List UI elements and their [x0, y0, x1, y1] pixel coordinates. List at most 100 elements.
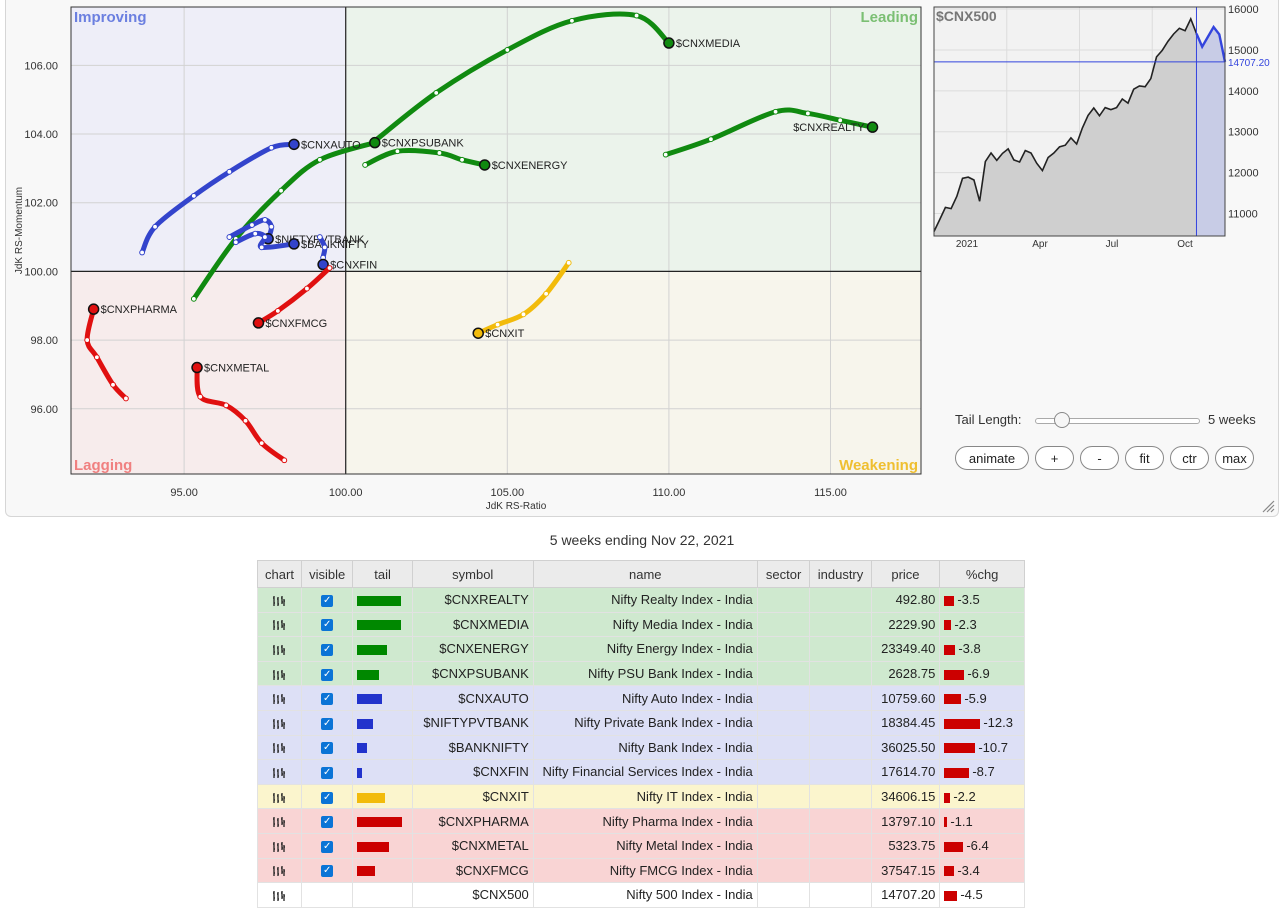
table-row[interactable]: ✓ $CNXMETAL Nifty Metal Index - India 5323.… — [257, 832, 1025, 859]
visible-checkbox[interactable]: ✓ — [321, 644, 334, 657]
tail-cnxfin[interactable]: $CNXFIN — [316, 234, 377, 272]
tail-point[interactable] — [804, 110, 811, 117]
tail-point[interactable] — [197, 393, 204, 400]
symbol-cell[interactable]: $CNXFMCG — [411, 857, 534, 884]
column-header-chart[interactable]: chart — [257, 560, 302, 588]
column-header-name[interactable]: name — [532, 560, 758, 588]
tail-point[interactable] — [190, 295, 197, 302]
tail-cnxpharma[interactable]: $CNXPHARMA — [84, 303, 178, 402]
head-point[interactable] — [478, 159, 491, 171]
tail-point[interactable] — [226, 234, 233, 240]
tail-point[interactable] — [326, 265, 333, 271]
candlestick-chart-icon[interactable] — [272, 669, 286, 681]
visible-checkbox[interactable]: ✓ — [321, 594, 334, 607]
column-header-pct-chg[interactable]: %chg — [939, 560, 1025, 588]
tail-point[interactable] — [459, 156, 465, 163]
candlestick-chart-icon[interactable] — [272, 644, 286, 656]
tail-point[interactable] — [84, 337, 91, 343]
head-point[interactable] — [288, 238, 300, 250]
column-header-symbol[interactable]: symbol — [411, 560, 534, 588]
rrg-chart[interactable]: 95.00 100.00 105.00 110.00 115.00 96.00 98.00 1… — [6, 0, 1278, 516]
tail-cnxfmcg[interactable]: $CNXFMCG — [252, 265, 333, 330]
tail-cnxit[interactable]: $CNXIT — [472, 259, 572, 340]
visible-checkbox[interactable]: ✓ — [321, 816, 334, 829]
symbol-cell[interactable]: $CNXPSUBANK — [411, 660, 534, 687]
tail-cnxmetal[interactable]: $CNXMETAL — [191, 361, 288, 464]
visible-checkbox[interactable]: ✓ — [321, 865, 334, 878]
tail-point[interactable] — [152, 223, 158, 230]
fit-button[interactable]: fit — [1125, 446, 1164, 470]
column-header-tail[interactable]: tail — [352, 560, 413, 588]
head-point[interactable] — [866, 121, 879, 133]
tail-point[interactable] — [394, 148, 401, 155]
tail-point[interactable] — [262, 216, 268, 223]
visible-checkbox[interactable]: ✓ — [321, 717, 334, 730]
center-button[interactable]: ctr — [1170, 446, 1209, 470]
tail-point[interactable] — [316, 156, 323, 163]
tail-cnxrealty[interactable]: $CNXREALTY — [662, 107, 879, 158]
head-point[interactable] — [317, 258, 329, 271]
candlestick-chart-icon[interactable] — [272, 865, 286, 877]
tail-point[interactable] — [494, 321, 501, 328]
head-point[interactable] — [369, 136, 381, 149]
tail-cnxenergy[interactable]: $CNXENERGY — [362, 147, 568, 172]
visible-checkbox[interactable]: ✓ — [321, 693, 334, 706]
zoom-out-button[interactable]: - — [1080, 446, 1119, 470]
tail-point[interactable] — [569, 17, 575, 24]
visible-checkbox[interactable]: ✓ — [321, 840, 334, 853]
column-header-industry[interactable]: industry — [809, 560, 872, 588]
head-point[interactable] — [87, 303, 100, 315]
animate-button[interactable]: animate — [955, 446, 1029, 470]
zoom-in-button[interactable]: + — [1035, 446, 1074, 470]
tail-point[interactable] — [274, 307, 281, 314]
visible-checkbox[interactable]: ✓ — [321, 791, 334, 804]
table-row[interactable]: ✓ $CNXAUTO Nifty Auto Index - India 10759.6… — [257, 685, 1025, 711]
symbol-cell[interactable]: $CNXMETAL — [411, 832, 534, 859]
candlestick-chart-icon[interactable] — [272, 841, 286, 853]
tail-point[interactable] — [281, 457, 288, 464]
resize-handle-icon[interactable] — [1261, 499, 1275, 513]
tail-banknifty[interactable]: $BANKNIFTY — [232, 230, 370, 251]
visible-checkbox[interactable]: ✓ — [321, 767, 334, 780]
tail-point[interactable] — [504, 47, 511, 53]
table-row[interactable]: ✓ $NIFTYPVTBANK Nifty Private Bank Index -… — [257, 709, 1025, 736]
tail-point[interactable] — [226, 168, 233, 175]
symbol-cell[interactable]: $CNXMEDIA — [411, 611, 534, 638]
tail-point[interactable] — [543, 290, 549, 297]
tail-cnxmedia[interactable]: $CNXMEDIA — [371, 11, 741, 144]
tail-point[interactable] — [223, 402, 230, 409]
tail-point[interactable] — [110, 381, 116, 388]
column-header-visible[interactable]: visible — [300, 560, 354, 588]
tail-point[interactable] — [321, 244, 328, 251]
head-point[interactable] — [288, 138, 300, 151]
tail-point[interactable] — [262, 234, 268, 240]
visible-checkbox[interactable]: ✓ — [321, 742, 334, 755]
tail-point[interactable] — [837, 117, 844, 124]
candlestick-chart-icon[interactable] — [272, 619, 286, 631]
tail-point[interactable] — [123, 395, 129, 402]
tail-point[interactable] — [190, 192, 197, 199]
table-row[interactable]: ✓ $BANKNIFTY Nifty Bank Index - India 36025… — [257, 734, 1025, 761]
symbol-cell[interactable]: $BANKNIFTY — [411, 734, 534, 761]
column-header-price[interactable]: price — [870, 560, 941, 588]
candlestick-chart-icon[interactable] — [272, 816, 286, 828]
tail-point[interactable] — [708, 136, 714, 143]
symbol-cell[interactable]: $CNXPHARMA — [411, 808, 534, 834]
tail-point[interactable] — [139, 249, 146, 256]
tail-cnxpsubank[interactable]: $CNXPSUBANK — [190, 136, 464, 302]
tail-point[interactable] — [268, 223, 275, 230]
table-row[interactable]: $CNX500 Nifty 500 Index - India 14707.20 -4… — [257, 882, 1025, 908]
candlestick-chart-icon[interactable] — [272, 718, 286, 730]
table-row[interactable]: ✓ $CNXREALTY Nifty Realty Index - India 492… — [257, 587, 1025, 613]
max-button[interactable]: max — [1215, 446, 1254, 470]
candlestick-chart-icon[interactable] — [272, 595, 286, 607]
tail-point[interactable] — [436, 150, 443, 156]
head-point[interactable] — [663, 37, 675, 49]
tail-cnxauto[interactable]: $CNXAUTO — [139, 138, 361, 256]
table-row[interactable]: ✓ $CNXFMCG Nifty FMCG Index - India 37547.1… — [257, 857, 1025, 884]
table-row[interactable]: ✓ $CNXENERGY Nifty Energy Index - India 233… — [257, 636, 1025, 662]
tail-point[interactable] — [633, 12, 640, 19]
table-row[interactable]: ✓ $CNXMEDIA Nifty Media Index - India 2229.… — [257, 611, 1025, 638]
tail-point[interactable] — [278, 187, 284, 194]
tail-point[interactable] — [242, 417, 249, 424]
